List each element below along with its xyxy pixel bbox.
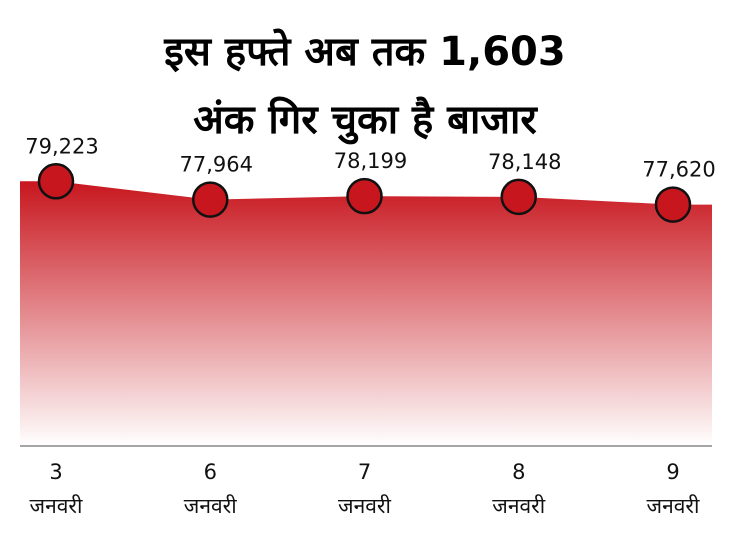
x-tick-label: 8 जनवरी [492,460,546,518]
x-tick-label: 6 जनवरी [183,460,237,518]
point [654,186,692,223]
point [37,163,75,200]
point [346,177,383,215]
data-label: 78,199 [334,149,407,173]
area [20,181,712,447]
point [500,178,537,216]
data-label: 77,620 [642,158,715,182]
x-tick-label: 3 जनवरी [29,460,83,518]
chart-title: इस हफ्ते अब तक 1,603 अंक गिर चुका है बाज… [164,29,566,143]
point [192,181,229,218]
x-tick-label: 9 जनवरी [646,460,700,518]
data-label: 79,223 [25,134,98,158]
data-label: 77,964 [180,153,253,177]
data-label: 78,148 [488,150,561,174]
x-tick-label: 7 जनवरी [338,460,391,518]
